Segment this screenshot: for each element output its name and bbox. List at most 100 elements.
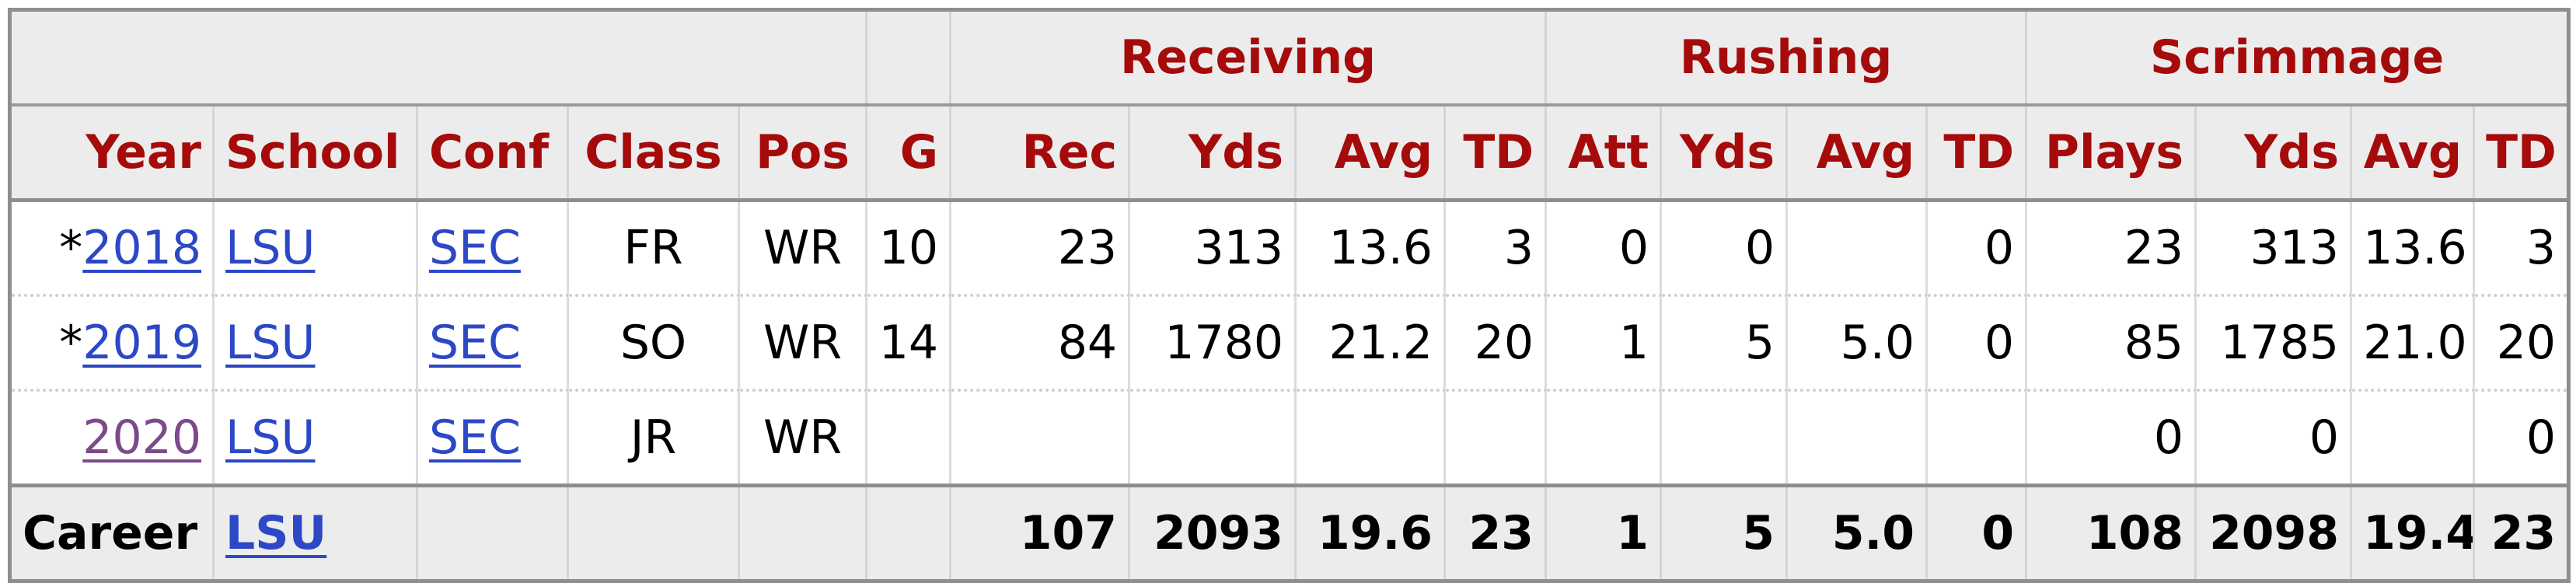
year-cell: *2018 [8,200,215,297]
year-link[interactable]: 2020 [82,410,201,465]
over-header-receiving: Receiving [949,8,1548,105]
scrim-avg-cell [2350,390,2476,486]
school-cell: LSU [212,200,418,297]
class-cell: FR [567,200,740,297]
rush-avg-cell [1785,390,1929,486]
school-link[interactable]: LSU [225,410,316,465]
school-link[interactable]: LSU [225,221,316,275]
career-rec-cell: 107 [949,484,1131,583]
rec-td-cell: 3 [1443,200,1548,297]
career-rec-avg-cell: 19.6 [1294,484,1447,583]
career-class-cell [567,484,740,583]
over-header-blank-g [865,8,952,105]
plays-cell: 85 [2025,295,2197,392]
rec-yds-cell: 313 [1128,200,1297,297]
pos-cell: WR [737,390,868,486]
rec-avg-cell [1294,390,1447,486]
school-cell: LSU [212,390,418,486]
career-scrim-td-cell: 23 [2473,484,2571,583]
rush-yds-cell: 5 [1660,295,1789,392]
g-cell [865,390,952,486]
rush-att-cell: 1 [1545,295,1663,392]
scrim-avg-cell: 13.6 [2350,200,2476,297]
rush-avg-cell: 5.0 [1785,295,1929,392]
col-header-plays[interactable]: Plays [2025,103,2197,202]
stats-table: Receiving Rushing Scrimmage Year School … [7,8,2571,583]
rush-td-cell: 0 [1925,295,2028,392]
career-school-cell: LSU [212,484,418,583]
rush-yds-cell: 0 [1660,200,1789,297]
col-header-rush-td[interactable]: TD [1925,103,2028,202]
scrim-yds-cell: 0 [2194,390,2353,486]
scrim-td-cell: 3 [2473,200,2571,297]
col-header-rush-avg[interactable]: Avg [1785,103,1929,202]
career-scrim-avg-cell: 19.4 [2350,484,2476,583]
career-rush-att-cell: 1 [1545,484,1663,583]
career-row: Career LSU 107 2093 19.6 23 1 5 5.0 0 10… [8,484,2571,583]
class-cell: JR [567,390,740,486]
career-rec-td-cell: 23 [1443,484,1548,583]
career-rec-yds-cell: 2093 [1128,484,1297,583]
col-header-scrim-td[interactable]: TD [2473,103,2571,202]
pos-cell: WR [737,295,868,392]
conf-link[interactable]: SEC [429,410,521,465]
plays-cell: 23 [2025,200,2197,297]
conf-cell: SEC [416,200,569,297]
pos-cell: WR [737,200,868,297]
plays-cell: 0 [2025,390,2197,486]
conf-cell: SEC [416,390,569,486]
table-row: *2019 LSU SEC SO WR 14 84 1780 21.2 20 1… [8,295,2571,392]
col-header-rush-att[interactable]: Att [1545,103,1663,202]
col-header-school[interactable]: School [212,103,418,202]
career-g-cell [865,484,952,583]
school-link[interactable]: LSU [225,316,316,370]
career-rush-td-cell: 0 [1925,484,2028,583]
scrim-yds-cell: 1785 [2194,295,2353,392]
career-scrim-yds-cell: 2098 [2194,484,2353,583]
rush-td-cell [1925,390,2028,486]
rec-avg-cell: 13.6 [1294,200,1447,297]
col-header-rec[interactable]: Rec [949,103,1131,202]
rec-yds-cell [1128,390,1297,486]
rush-att-cell: 0 [1545,200,1663,297]
col-header-g[interactable]: G [865,103,952,202]
career-rush-yds-cell: 5 [1660,484,1789,583]
career-label: Career [8,484,215,583]
conf-link[interactable]: SEC [429,316,521,370]
column-header-row: Year School Conf Class Pos G Rec Yds Avg… [8,103,2571,202]
career-school-link[interactable]: LSU [225,506,327,560]
rush-td-cell: 0 [1925,200,2028,297]
year-link[interactable]: 2019 [82,316,201,370]
g-cell: 14 [865,295,952,392]
scrim-yds-cell: 313 [2194,200,2353,297]
col-header-scrim-avg[interactable]: Avg [2350,103,2476,202]
col-header-rec-td[interactable]: TD [1443,103,1548,202]
school-cell: LSU [212,295,418,392]
career-plays-cell: 108 [2025,484,2197,583]
scrim-avg-cell: 21.0 [2350,295,2476,392]
conf-link[interactable]: SEC [429,221,521,275]
g-cell: 10 [865,200,952,297]
career-rush-avg-cell: 5.0 [1785,484,1929,583]
scrim-td-cell: 0 [2473,390,2571,486]
rec-cell: 23 [949,200,1131,297]
year-link[interactable]: 2018 [82,221,201,275]
over-header-row: Receiving Rushing Scrimmage [7,8,2571,105]
col-header-rush-yds[interactable]: Yds [1660,103,1789,202]
col-header-conf[interactable]: Conf [416,103,569,202]
col-header-scrim-yds[interactable]: Yds [2194,103,2353,202]
col-header-year[interactable]: Year [8,103,215,202]
over-header-blank [7,8,868,105]
rec-td-cell [1443,390,1548,486]
year-cell: *2019 [8,295,215,392]
over-header-scrimmage: Scrimmage [2025,8,2571,105]
rec-td-cell: 20 [1443,295,1548,392]
rush-att-cell [1545,390,1663,486]
rec-yds-cell: 1780 [1128,295,1297,392]
conf-cell: SEC [416,295,569,392]
rush-avg-cell [1785,200,1929,297]
col-header-class[interactable]: Class [567,103,740,202]
col-header-rec-avg[interactable]: Avg [1294,103,1447,202]
col-header-pos[interactable]: Pos [737,103,868,202]
col-header-rec-yds[interactable]: Yds [1128,103,1297,202]
